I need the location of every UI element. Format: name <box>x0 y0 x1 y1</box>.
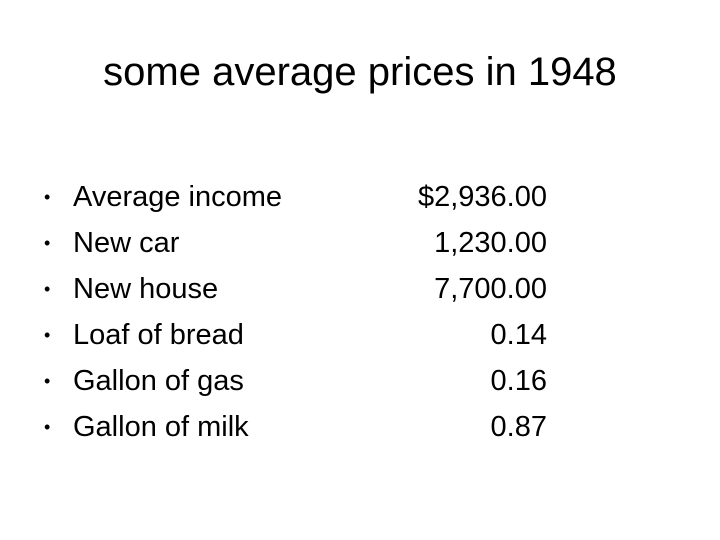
item-value: 0.16 <box>490 365 547 397</box>
bullet-icon: • <box>44 417 51 437</box>
item-value: 1,230.00 <box>434 227 547 259</box>
slide-title: some average prices in 1948 <box>103 50 617 94</box>
item-label: New house <box>73 273 219 305</box>
bullet-icon: • <box>44 187 51 207</box>
list-item: • Gallon of gas 0.16 <box>44 358 564 404</box>
item-label: New car <box>73 227 180 259</box>
bullet-icon: • <box>44 371 51 391</box>
bullet-icon: • <box>44 279 51 299</box>
item-label: Gallon of milk <box>73 411 249 443</box>
item-label: Loaf of bread <box>73 319 244 351</box>
list-item: • Gallon of milk 0.87 <box>44 404 564 450</box>
item-value: $2,936.00 <box>417 181 547 213</box>
item-value: 7,700.00 <box>434 273 547 305</box>
item-value: 0.87 <box>490 411 547 443</box>
price-list: • Average income $2,936.00 • New car 1,2… <box>44 174 564 450</box>
list-item: • Loaf of bread 0.14 <box>44 312 564 358</box>
bullet-icon: • <box>44 233 51 253</box>
bullet-icon: • <box>44 325 51 345</box>
list-item: • Average income $2,936.00 <box>44 174 564 220</box>
item-value: 0.14 <box>490 319 547 351</box>
item-label: Gallon of gas <box>73 365 244 397</box>
item-label: Average income <box>73 181 283 213</box>
list-item: • New car 1,230.00 <box>44 220 564 266</box>
list-item: • New house 7,700.00 <box>44 266 564 312</box>
